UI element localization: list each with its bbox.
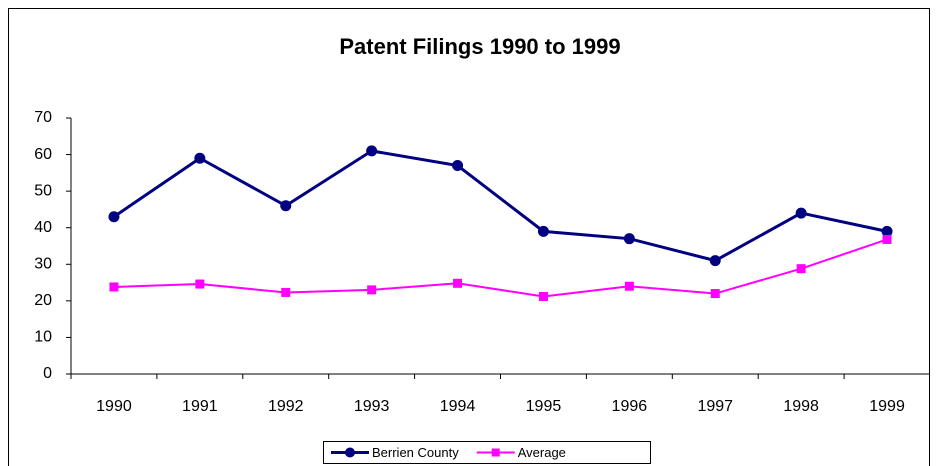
series-line [113,149,888,263]
point [194,152,206,164]
point [366,145,378,157]
y-tick-label: 60 [34,146,52,163]
point [710,289,720,299]
point [796,264,806,274]
x-tick-label: 1996 [612,398,648,415]
point [195,279,205,289]
point [538,291,548,301]
point [537,225,549,237]
point [281,287,291,297]
y-tick-label: 30 [34,256,52,273]
point [624,281,634,291]
point [108,211,120,223]
x-tick-label: 1998 [783,398,819,415]
point [623,233,635,245]
legend-marker [491,448,500,457]
chart-title: Patent Filings 1990 to 1999 [339,34,620,59]
x-tick-label: 1997 [697,398,733,415]
series-line [113,238,888,298]
y-tick-label: 10 [34,329,52,346]
point [367,285,377,295]
y-tick-label: 0 [43,365,52,382]
x-tick-label: 1990 [96,398,132,415]
point [709,255,721,267]
legend-label: Average [518,445,566,460]
point [881,225,893,237]
x-tick-label: 1995 [526,398,562,415]
x-tick-label: 1993 [354,398,390,415]
y-tick-label: 20 [34,292,52,309]
legend-label: Berrien County [372,445,459,460]
point [795,207,807,219]
x-tick-label: 1999 [869,398,905,415]
point [280,200,292,212]
x-tick-label: 1994 [440,398,476,415]
x-tick-label: 1991 [182,398,218,415]
point [452,160,464,172]
point [882,234,892,244]
point [453,278,463,288]
y-tick-label: 70 [34,109,52,126]
point [109,282,119,292]
x-tick-label: 1992 [268,398,304,415]
y-tick-label: 50 [34,182,52,199]
legend-marker [345,447,355,458]
y-tick-label: 40 [34,219,52,236]
chart-border [8,8,930,466]
